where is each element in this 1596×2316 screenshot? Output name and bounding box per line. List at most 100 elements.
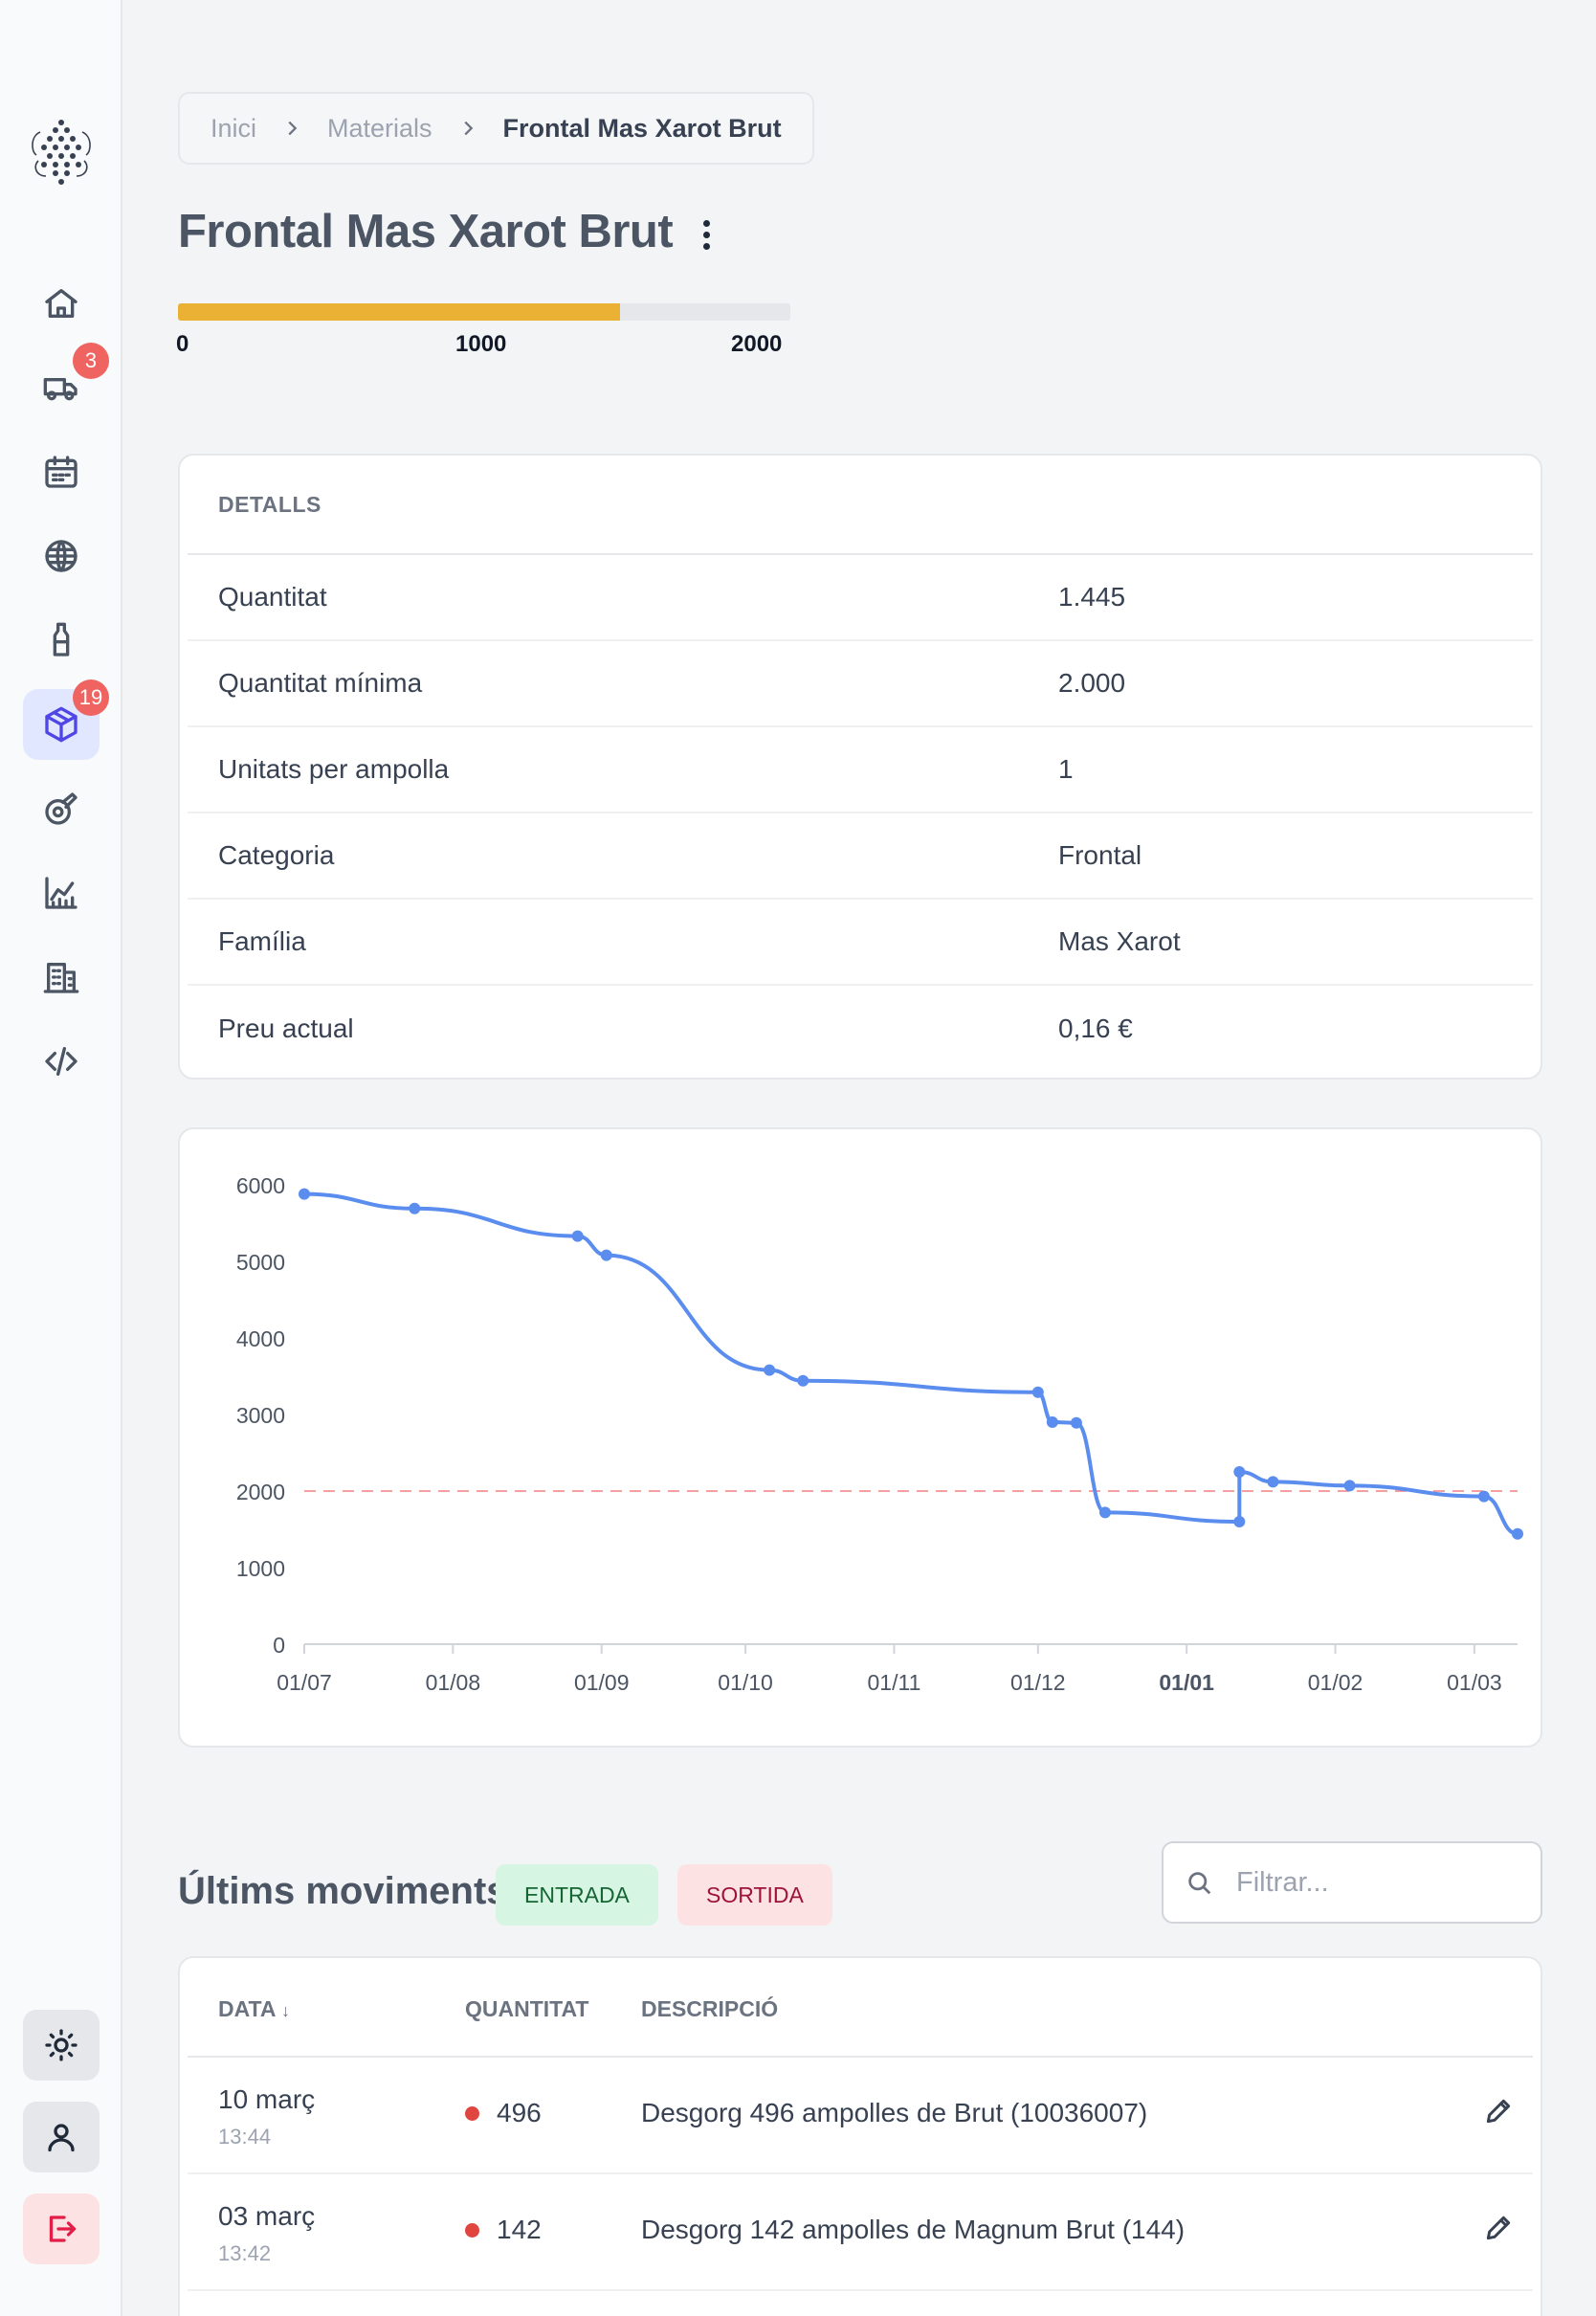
stock-data-point xyxy=(299,1188,310,1200)
x-tick-label: 01/03 xyxy=(1447,1670,1502,1695)
x-tick-label: 01/10 xyxy=(718,1670,773,1695)
stock-data-point xyxy=(600,1249,612,1261)
bottle-icon xyxy=(53,622,70,657)
stock-data-point xyxy=(1233,1466,1246,1478)
movement-time: 13:44 xyxy=(218,2125,272,2149)
detail-label: Quantitat mínima xyxy=(218,668,423,698)
box-icon xyxy=(45,706,78,743)
chart-icon xyxy=(45,877,78,909)
kebab-dot xyxy=(702,219,710,227)
y-tick-label: 6000 xyxy=(236,1173,285,1198)
column-header-quantity: QUANTITAT xyxy=(465,1996,589,2021)
sun-icon xyxy=(45,2029,78,2061)
x-tick-label: 01/07 xyxy=(277,1670,332,1695)
edit-movement-button[interactable] xyxy=(1483,2096,1518,2130)
movement-date: 10 març xyxy=(218,2084,316,2114)
y-tick-label: 1000 xyxy=(236,1556,285,1581)
stock-data-point xyxy=(1343,1480,1356,1492)
detail-value: 1 xyxy=(1058,754,1074,784)
detail-label: Preu actual xyxy=(218,1013,354,1043)
stock-scale-max: 2000 xyxy=(731,331,783,357)
sort-down-icon: ↓ xyxy=(281,2001,291,2020)
column-header-date[interactable]: DATA ↓ xyxy=(218,1996,290,2022)
nav-developer[interactable] xyxy=(23,1026,100,1097)
nav-world[interactable] xyxy=(23,521,100,591)
movement-quantity-value: 142 xyxy=(497,2215,542,2244)
stock-history-chart-card: 0 1000 2000 3000 4000 5000 6000 01/07 01/08 01/09… xyxy=(178,1127,1542,1748)
nav-materials[interactable]: 19 xyxy=(23,679,109,760)
kebab-dot xyxy=(702,231,710,238)
y-tick-label: 4000 xyxy=(236,1326,285,1351)
x-tick-label: 01/01 xyxy=(1159,1670,1214,1695)
filter-entrada-tag[interactable]: ENTRADA xyxy=(496,1864,658,1926)
x-tick-label: 01/11 xyxy=(868,1670,921,1695)
sidebar: 3 19 xyxy=(0,0,122,2316)
column-header-description: DESCRIPCIÓ xyxy=(641,1996,779,2021)
filter-sortida-tag[interactable]: SORTIDA xyxy=(677,1864,832,1926)
calendar-icon xyxy=(45,456,78,488)
detail-label: Quantitat xyxy=(218,582,327,612)
tape-icon xyxy=(45,792,78,825)
chevron-right-icon xyxy=(463,121,473,136)
y-tick-label: 0 xyxy=(273,1633,285,1658)
table-row[interactable]: 03 març 13:42 142 Desgorg 142 ampolles d… xyxy=(188,2174,1533,2291)
stock-data-point xyxy=(764,1364,776,1376)
notification-badge: 19 xyxy=(73,679,109,716)
table-header: DATA ↓ QUANTITAT DESCRIPCIÓ xyxy=(188,1958,1533,2058)
detail-value: 1.445 xyxy=(1058,582,1126,612)
stock-data-point xyxy=(1031,1386,1044,1398)
nav-statistics[interactable] xyxy=(23,857,100,928)
y-tick-label: 5000 xyxy=(236,1250,285,1275)
filter-input[interactable] xyxy=(1236,1866,1523,1899)
stock-data-point xyxy=(1233,1516,1246,1527)
theme-toggle-button[interactable] xyxy=(23,2010,100,2081)
nav-calendar[interactable] xyxy=(23,436,100,507)
table-row[interactable]: 10 març 13:44 496 Desgorg 496 ampolles d… xyxy=(188,2058,1533,2174)
nav-companies[interactable] xyxy=(23,942,100,1013)
home-icon xyxy=(45,289,78,318)
stock-data-point xyxy=(1098,1506,1111,1519)
brand-logo[interactable] xyxy=(27,113,96,193)
building-icon xyxy=(43,963,79,993)
stock-data-point xyxy=(1046,1416,1058,1428)
detail-value: 2.000 xyxy=(1058,668,1126,698)
stock-data-point xyxy=(1267,1476,1279,1488)
logout-icon xyxy=(49,2216,77,2242)
movement-quantity: 142 xyxy=(465,2215,542,2245)
sortida-indicator xyxy=(465,2222,479,2238)
nav-tape[interactable] xyxy=(23,773,100,844)
detail-row-price: Preu actual 0,16 € xyxy=(188,986,1533,1072)
details-header: DETALLS xyxy=(188,456,1533,555)
movement-description: Desgorg 142 ampolles de Magnum Brut (144… xyxy=(641,2215,1186,2244)
stock-data-point xyxy=(1070,1416,1082,1429)
movements-table: DATA ↓ QUANTITAT DESCRIPCIÓ 10 març 13:4… xyxy=(178,1956,1542,2316)
nav-bottles[interactable] xyxy=(23,605,100,676)
stock-data-point xyxy=(797,1374,809,1387)
stock-data-point xyxy=(409,1202,421,1214)
edit-movement-button[interactable] xyxy=(1483,2213,1518,2247)
stock-data-point xyxy=(1477,1490,1490,1503)
profile-button[interactable] xyxy=(23,2102,100,2172)
detail-row-min-quantity: Quantitat mínima 2.000 xyxy=(188,641,1533,727)
movement-quantity: 496 xyxy=(465,2098,542,2128)
x-tick-label: 01/02 xyxy=(1308,1670,1363,1695)
nav-deliveries[interactable]: 3 xyxy=(23,343,109,423)
stock-progress-fill xyxy=(178,303,621,321)
stock-history-chart: 0 1000 2000 3000 4000 5000 6000 01/07 01/08 01/09… xyxy=(236,1173,1523,1695)
logout-button[interactable] xyxy=(23,2194,100,2264)
nav-home[interactable] xyxy=(23,268,100,339)
y-tick-label: 2000 xyxy=(236,1480,285,1504)
sortida-indicator xyxy=(465,2105,479,2121)
globe-icon xyxy=(45,540,78,572)
filter-search xyxy=(1162,1841,1542,1924)
truck-icon xyxy=(43,378,78,401)
code-icon xyxy=(45,1047,78,1076)
detail-row-category: Categoria Frontal xyxy=(188,813,1533,900)
breadcrumb: Inici Materials Frontal Mas Xarot Brut xyxy=(178,92,814,165)
breadcrumb-materials[interactable]: Materials xyxy=(327,113,432,143)
breadcrumb-home[interactable]: Inici xyxy=(211,113,257,143)
chevron-right-icon xyxy=(288,121,298,136)
x-tick-label: 01/09 xyxy=(574,1670,630,1695)
pencil-icon xyxy=(1486,2216,1511,2240)
more-options-button[interactable] xyxy=(689,212,723,256)
